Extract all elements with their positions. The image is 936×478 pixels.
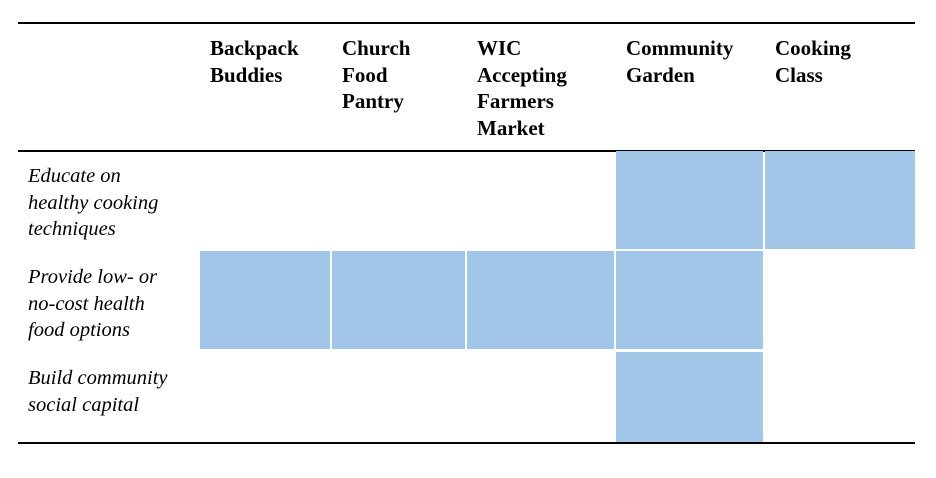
header-rule: [18, 150, 915, 152]
cell-r2-community-garden: [616, 251, 763, 349]
cell-r1-community-garden: [616, 151, 763, 249]
column-header-community-garden: Community Garden: [626, 36, 734, 87]
program-goal-matrix: Backpack Buddies Church Food Pantry WIC Acce…: [18, 0, 915, 478]
row-label-social-capital: Build community social capital: [28, 367, 168, 416]
cell-r2-backpack-buddies: [200, 251, 330, 349]
cell-r2-church-food-pantry: [332, 251, 465, 349]
column-header-cooking-class: Cooking Class: [775, 36, 851, 87]
cell-r3-community-garden: [616, 352, 763, 442]
column-header-church-food-pantry: Church Food Pantry: [342, 36, 411, 113]
column-header-backpack-buddies: Backpack Buddies: [210, 36, 299, 87]
row-label-educate: Educate on healthy cooking techniques: [28, 165, 159, 240]
cell-r1-cooking-class: [765, 151, 915, 249]
cell-r2-wic-farmers-market: [467, 251, 614, 349]
bottom-rule: [18, 442, 915, 444]
column-header-wic-farmers-market: WIC Accepting Farmers Market: [477, 36, 567, 140]
top-rule: [18, 22, 915, 24]
row-label-provide-food: Provide low- or no-cost health food option…: [28, 266, 158, 341]
